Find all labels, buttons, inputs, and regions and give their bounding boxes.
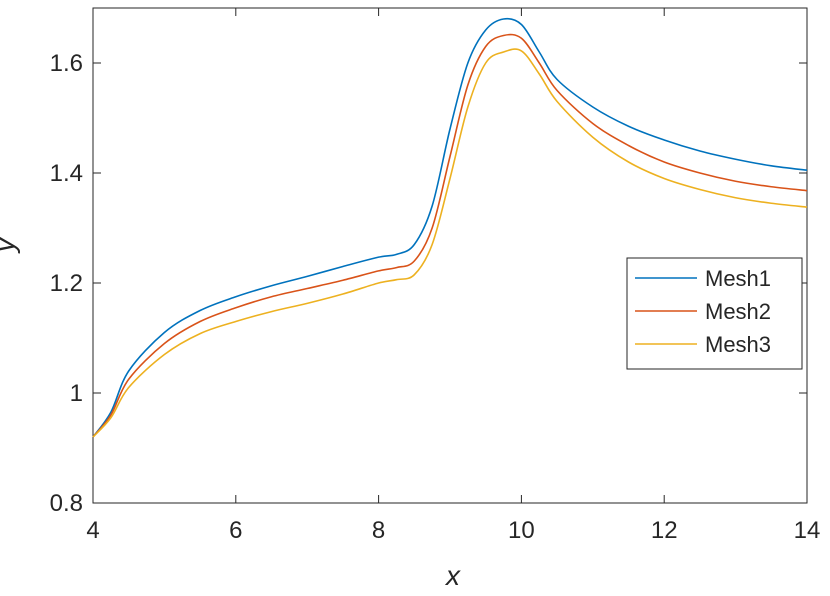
x-tick-label: 4 [86, 517, 99, 544]
legend-box [626, 257, 803, 370]
legend-label-mesh3: Mesh3 [705, 332, 771, 357]
y-tick-label: 1.4 [50, 160, 83, 187]
series-line-mesh2 [92, 33, 808, 438]
x-tick-label: 14 [794, 517, 821, 544]
series-line-mesh1 [92, 17, 808, 438]
x-tick-label: 10 [508, 517, 535, 544]
y-axis-label: y [0, 236, 20, 254]
legend-label-mesh2: Mesh2 [705, 299, 771, 324]
y-tick-label: 0.8 [50, 490, 83, 517]
series-layer [92, 17, 808, 438]
y-tick-label: 1.2 [50, 270, 83, 297]
x-axis-label: x [444, 560, 461, 591]
y-tick-label: 1 [70, 380, 83, 407]
y-tick-label: 1.6 [50, 50, 83, 77]
x-axis: 4 6 8 10 12 14 [86, 8, 820, 544]
legend: Mesh1 Mesh2 Mesh3 [626, 257, 803, 370]
x-tick-label: 8 [372, 517, 385, 544]
x-tick-label: 12 [651, 517, 678, 544]
x-tick-label: 6 [229, 517, 242, 544]
series-line-mesh3 [92, 48, 808, 438]
plot-area-box [92, 7, 808, 504]
legend-label-mesh1: Mesh1 [705, 266, 771, 291]
y-axis: 0.8 1 1.2 1.4 1.6 [50, 50, 807, 517]
plot-frame [92, 7, 808, 504]
